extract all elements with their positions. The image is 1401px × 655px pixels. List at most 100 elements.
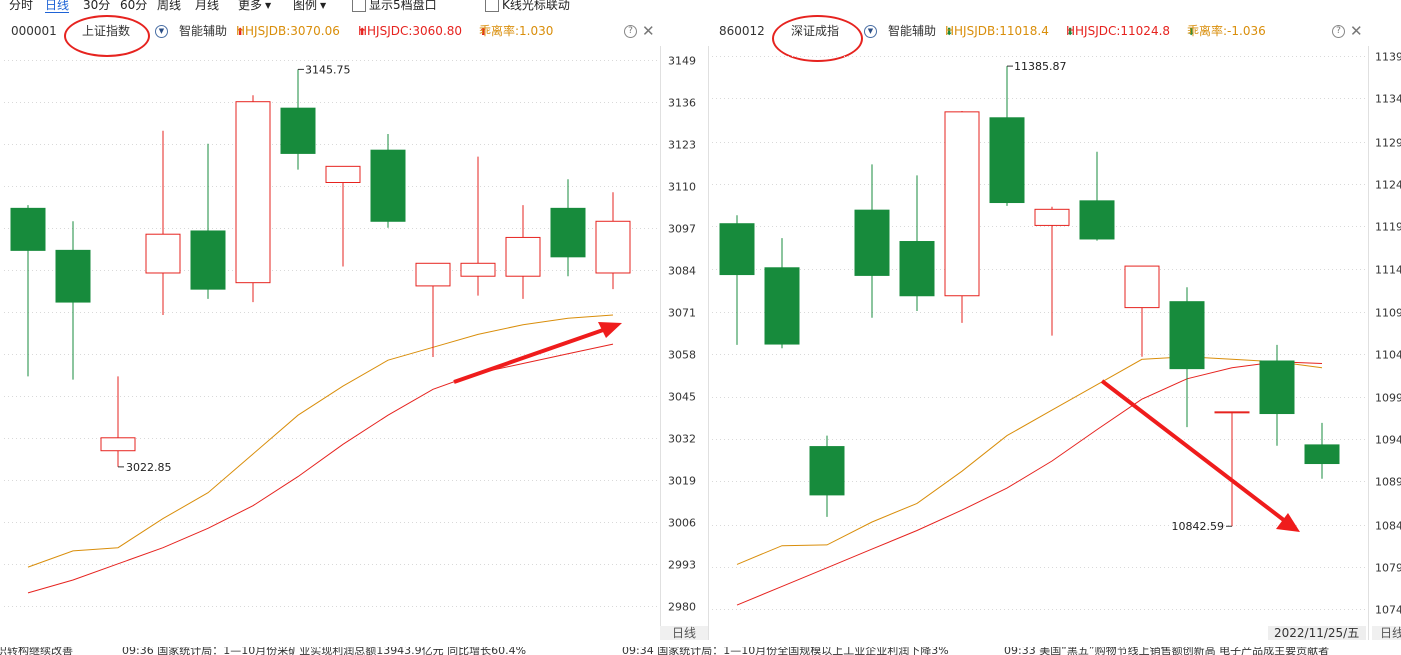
- right-assist-label[interactable]: 智能辅助: [888, 24, 937, 38]
- candle: [1079, 151, 1115, 241]
- left-ind2: HHJSJDC:3060.80 ⬆: [358, 18, 462, 46]
- y-tick-label: 11348: [1375, 93, 1401, 106]
- y-tick-label: 3045: [668, 391, 696, 404]
- candle-body: [944, 111, 980, 297]
- right-ind2: HHJSJDC:11024.8 ⬇: [1066, 18, 1170, 46]
- legend-dropdown[interactable]: 图例 ▼: [293, 0, 326, 12]
- left-chart-plot: 3149 3136 3123 3110 3097 3084 3071 3058 3045 3032…: [4, 55, 696, 614]
- tab-weekly[interactable]: 周线: [157, 0, 182, 12]
- right-ind1: HHJSJDB:11018.4 ⬇: [945, 18, 1049, 46]
- y-tick-label: 10896: [1375, 476, 1401, 489]
- left-code: 000001: [11, 24, 57, 38]
- series-line-hhjsjdb: [736, 356, 1323, 565]
- left-ind3-value: 乖离率:1.030: [479, 24, 554, 38]
- y-tick-label: 2993: [668, 559, 696, 572]
- candle: [764, 238, 800, 349]
- left-assist-label[interactable]: 智能辅助: [179, 24, 228, 38]
- candle: [280, 69, 316, 170]
- high-label: 11385.87: [1014, 60, 1067, 73]
- candle-body: [1169, 301, 1205, 370]
- y-tick-label: 10795: [1375, 562, 1401, 575]
- candle: [809, 435, 845, 517]
- series-line-hhjsjdb: [27, 314, 614, 568]
- up-arrow-icon: ⬆: [236, 27, 245, 38]
- candle: [460, 156, 496, 296]
- candle-body: [764, 267, 800, 345]
- close-icon[interactable]: ✕: [1350, 22, 1363, 40]
- y-tick-label: 3071: [668, 307, 696, 320]
- y-tick-label: 11146: [1375, 264, 1401, 277]
- candle: [145, 130, 181, 315]
- down-arrow-icon: ⬇: [1187, 27, 1196, 38]
- dropdown-icon[interactable]: ▼: [155, 25, 168, 38]
- candle-body: [989, 117, 1025, 204]
- down-arrow-icon: ⬇: [945, 27, 954, 38]
- y-tick-label: 3110: [668, 181, 696, 194]
- candle: [55, 221, 91, 380]
- candle-body: [1304, 444, 1340, 465]
- right-ind3-value: 乖离率:-1.036: [1187, 24, 1266, 38]
- period-toolbar: 分时 日线 30分 60分 周线 月线 更多 ▼ 图例 ▼ 显示5档盘口 K线光标联…: [0, 0, 1401, 15]
- cursor-link-label: K线光标联动: [502, 0, 570, 12]
- close-icon[interactable]: ✕: [642, 22, 655, 40]
- candle: [595, 192, 631, 290]
- tab-60min[interactable]: 60分: [120, 0, 148, 12]
- candle-body: [10, 207, 46, 251]
- y-tick-label: 11197: [1375, 221, 1401, 234]
- candle: [719, 215, 755, 345]
- candle-body: [1259, 360, 1295, 415]
- tab-30min[interactable]: 30分: [83, 0, 111, 12]
- candle-body: [460, 262, 496, 277]
- candle: [235, 95, 271, 303]
- left-ind2-value: HHJSJDC:3060.80: [358, 24, 463, 38]
- candle-body: [325, 165, 361, 183]
- candle: [989, 66, 1025, 206]
- y-tick-label: 11398: [1375, 51, 1401, 64]
- dropdown-icon[interactable]: ▼: [864, 25, 877, 38]
- right-ind3: 乖离率:-1.036 ⬇: [1187, 18, 1266, 46]
- candle: [1214, 411, 1250, 527]
- ticker-item[interactable]: 09:33 美国“黑五”购物节线上销售额创新高 电子产品成主要贡献者: [1004, 647, 1330, 655]
- help-icon[interactable]: ?: [1332, 25, 1345, 38]
- help-icon[interactable]: ?: [624, 25, 637, 38]
- right-chart-plot: 11398 11348 11297 11247 11197 11146 11096 11046…: [712, 51, 1401, 617]
- candle-body: [854, 209, 890, 276]
- series-line-hhjsjdc: [736, 361, 1323, 606]
- candle: [1169, 287, 1205, 428]
- news-ticker[interactable]: 识转构继续改善 09:36 国家统计局：1—10月份采矿业实现利润总额13943…: [0, 647, 1401, 655]
- candle: [944, 111, 980, 323]
- low-label: 3022.85: [126, 461, 172, 474]
- candle: [854, 164, 890, 318]
- left-name-highlight: [64, 15, 150, 57]
- ticker-item[interactable]: 09:34 国家统计局：1—10月份全国规模以上工业企业利润下降3%: [622, 647, 949, 655]
- y-tick-label: 2980: [668, 601, 696, 614]
- tab-daily[interactable]: 日线: [45, 0, 70, 13]
- left-period-label: 日线: [672, 626, 696, 640]
- tab-intraday[interactable]: 分时: [9, 0, 34, 12]
- y-tick-label: 3084: [668, 265, 696, 278]
- candle-body: [550, 207, 586, 258]
- candle-body: [809, 446, 845, 496]
- y-tick-label: 11247: [1375, 179, 1401, 192]
- more-dropdown[interactable]: 更多 ▼: [238, 0, 271, 12]
- candle: [1259, 344, 1295, 446]
- candle: [100, 376, 136, 467]
- candle: [415, 262, 451, 358]
- y-tick-label: 11297: [1375, 137, 1401, 150]
- right-name-highlight: [772, 15, 863, 62]
- candle: [190, 143, 226, 299]
- series-line-hhjsjdc: [27, 343, 614, 594]
- y-tick-label: 10845: [1375, 520, 1401, 533]
- tab-monthly[interactable]: 月线: [195, 0, 220, 12]
- candle-body: [899, 241, 935, 297]
- ticker-item[interactable]: 识转构继续改善: [0, 647, 73, 655]
- candle-body: [1214, 411, 1250, 414]
- candle-body: [100, 437, 136, 452]
- left-period-box: [660, 626, 708, 640]
- cursor-link-checkbox[interactable]: [485, 0, 499, 12]
- show-depth-label: 显示5档盘口: [369, 0, 437, 12]
- ticker-item[interactable]: 09:36 国家统计局：1—10月份采矿业实现利润总额13943.9亿元 同比增…: [122, 647, 527, 655]
- candle: [325, 165, 361, 267]
- show-depth-checkbox[interactable]: [352, 0, 366, 12]
